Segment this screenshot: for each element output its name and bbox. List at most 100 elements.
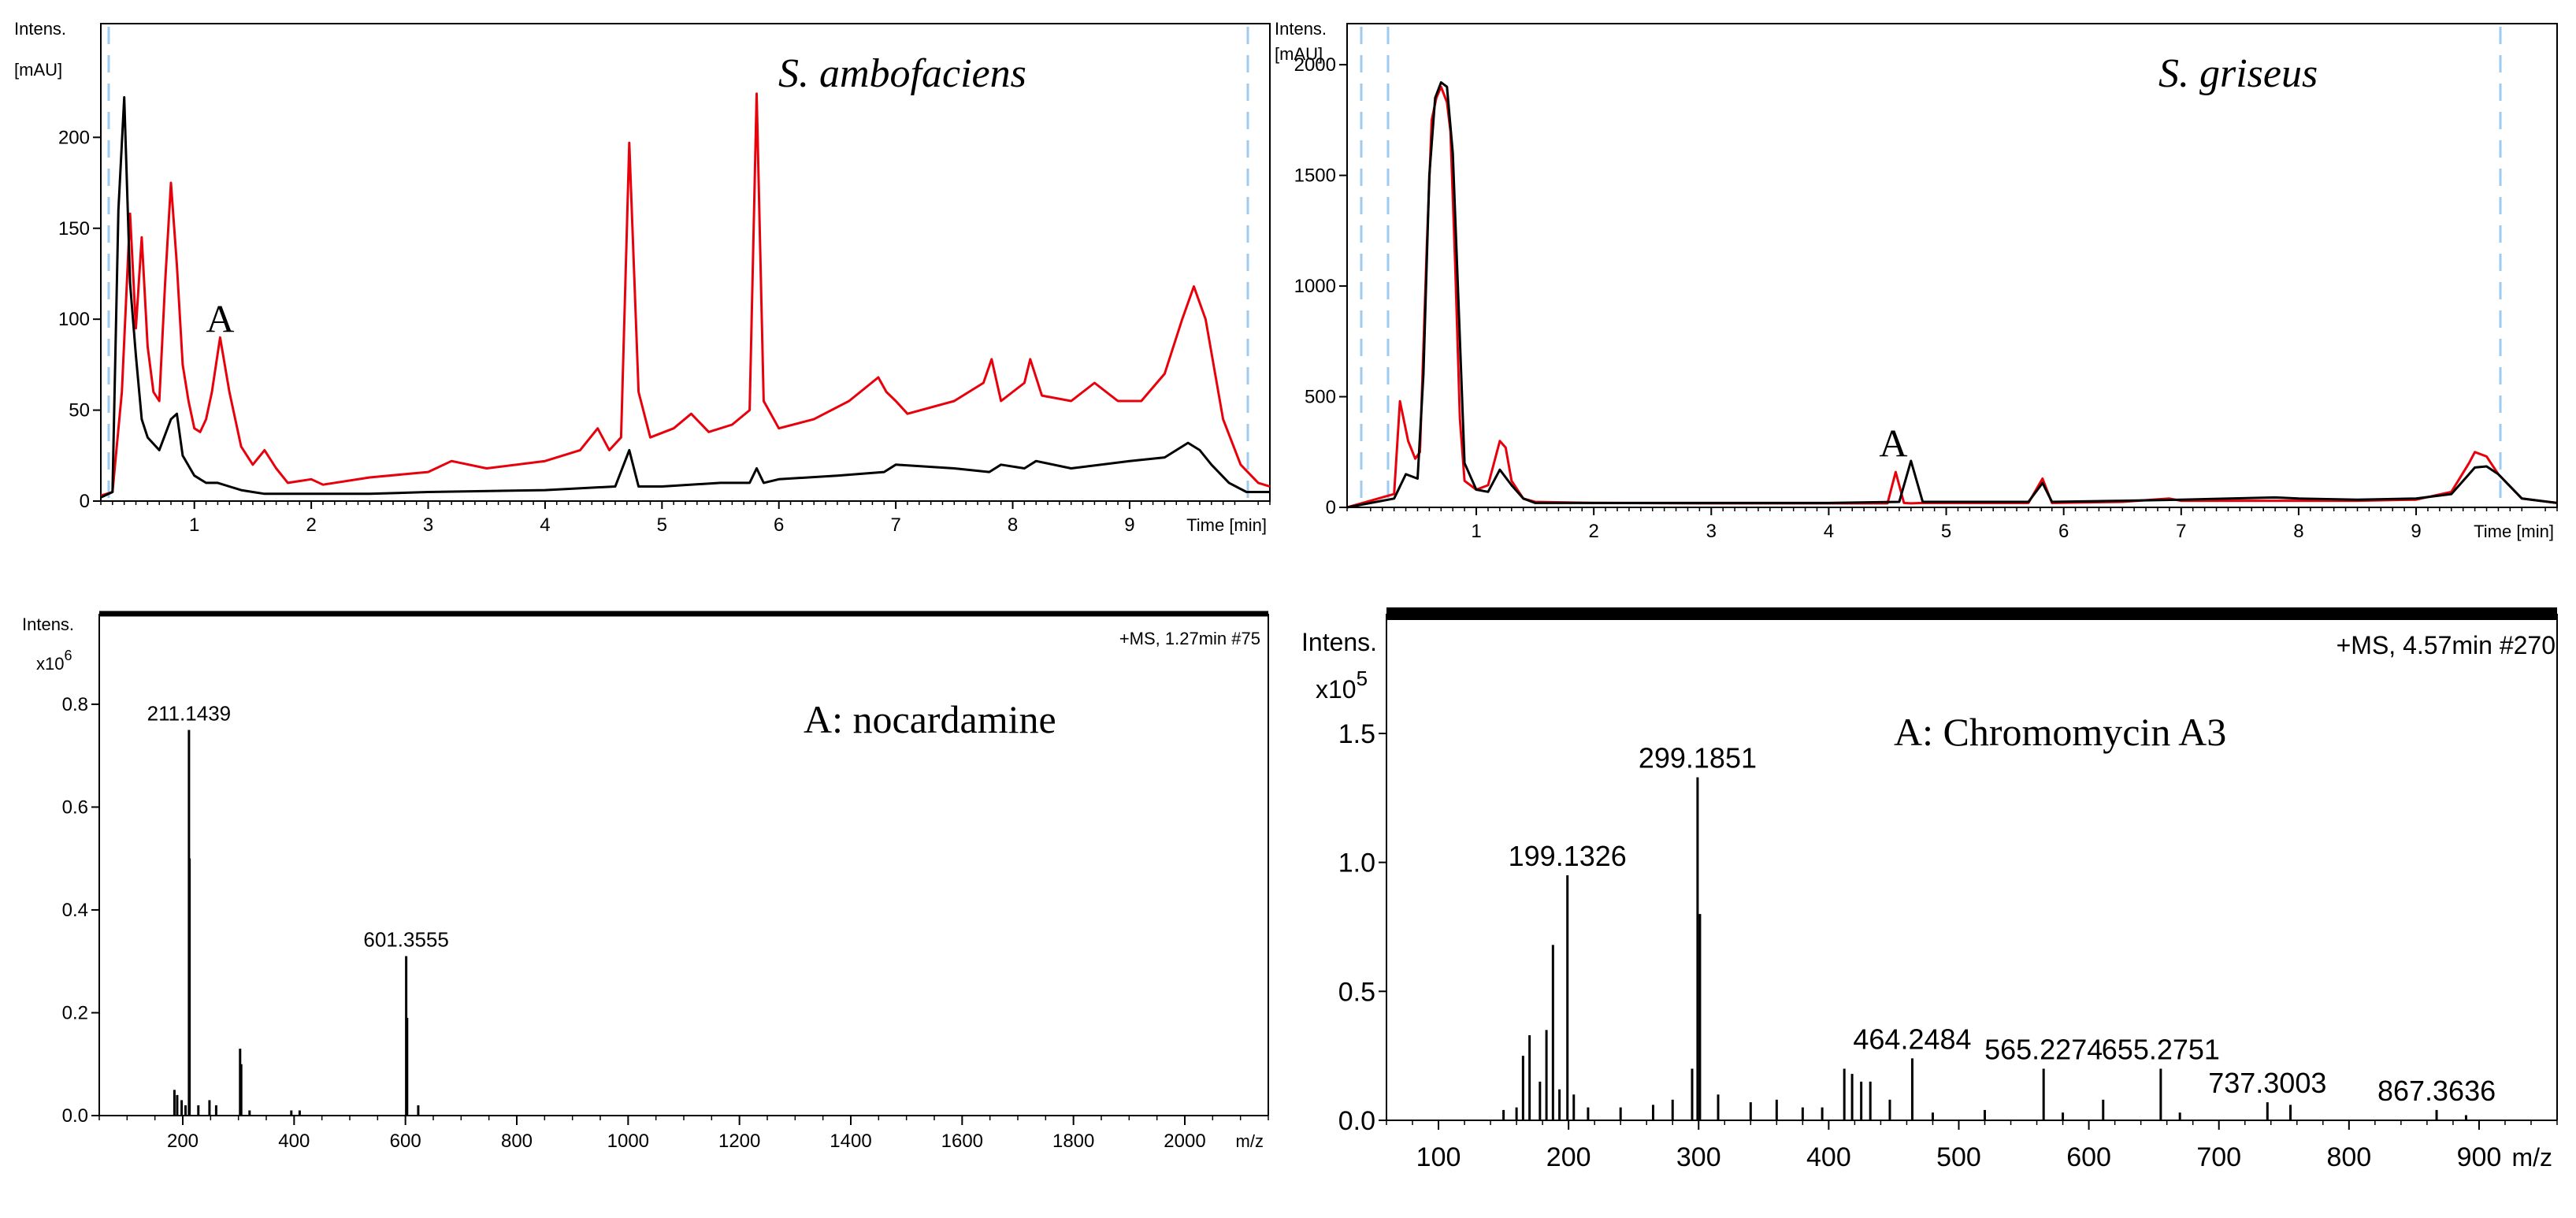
y-tick-label: 1.0 <box>1338 849 1375 878</box>
chromatogram-ambofaciens: Intens. [mAU] 1 2 3 4 5 6 7 8 9 0 50 100 150 200 Time … <box>14 19 1271 536</box>
y-tick-label: 0.5 <box>1338 977 1375 1007</box>
y-tick-label: 1000 <box>1294 276 1336 297</box>
x-tick-label: 400 <box>278 1131 310 1152</box>
x-tick-label: 7 <box>2176 521 2186 542</box>
peak-annotation: A <box>1879 421 1907 465</box>
scan-header: +MS, 1.27min #75 <box>1119 629 1260 648</box>
x-tick-label: 7 <box>890 514 900 536</box>
y-axis-label-line1: Intens. <box>1275 19 1327 39</box>
x-tick-label: 2 <box>1588 521 1598 542</box>
y-tick-label: 2000 <box>1294 54 1336 76</box>
x-tick-label: 900 <box>2457 1142 2502 1172</box>
y-tick-label: 0 <box>80 491 90 512</box>
x-tick-label: 8 <box>2293 521 2303 542</box>
x-tick-label: 2 <box>306 514 316 536</box>
x-tick-label: 4 <box>1824 521 1834 542</box>
chart-title: S. griseus <box>2158 51 2318 96</box>
chart-title: S. ambofaciens <box>778 51 1026 96</box>
x-tick-label: 6 <box>774 514 784 536</box>
peak-label: 464.2484 <box>1853 1023 1971 1055</box>
y-axis-label-line2: [mAU] <box>1275 44 1323 64</box>
x-tick-label: 200 <box>1546 1142 1591 1172</box>
ticks: 1 2 3 4 5 6 7 8 9 0 50 100 150 200 Time [min] <box>58 127 1271 536</box>
peak-label: 299.1851 <box>1639 742 1757 774</box>
y-tick-label: 0.4 <box>62 900 88 921</box>
series-line-black-trace <box>1346 81 2558 509</box>
series-line-red-trace <box>1346 85 2558 509</box>
x-tick-label: 9 <box>1124 514 1134 536</box>
y-tick-label: 150 <box>58 218 90 240</box>
x-tick-label: 1800 <box>1052 1131 1094 1152</box>
series-line-red-trace <box>100 92 1271 497</box>
y-tick-label: 200 <box>58 127 90 148</box>
x-tick-label: 1 <box>1471 521 1481 542</box>
y-tick-label: 0 <box>1326 497 1336 518</box>
peak-label: 211.1439 <box>147 702 232 726</box>
series <box>1346 81 2558 509</box>
y-tick-label: 0.8 <box>62 694 88 715</box>
chart-title: A: nocardamine <box>804 697 1056 741</box>
peak-annotation: A <box>206 296 234 340</box>
y-axis-label-line2: [mAU] <box>14 60 62 80</box>
x-tick-label: 600 <box>2066 1142 2111 1172</box>
x-tick-label: 3 <box>1706 521 1717 542</box>
x-tick-label: 800 <box>2326 1142 2371 1172</box>
scan-header: +MS, 4.57min #270 <box>2337 631 2556 659</box>
x-tick-label: 1600 <box>941 1131 983 1152</box>
mass-spectrum-chromomycin: Intens. x105 +MS, 4.57min #270 100 200 300… <box>1301 607 2558 1172</box>
chromatogram-griseus: Intens. [mAU] 1 2 3 4 5 6 7 8 9 0 500 1000 1500 2000 T… <box>1275 19 2558 542</box>
peak-label: 199.1326 <box>1509 840 1627 872</box>
x-tick-label: 1 <box>189 514 199 536</box>
peak-label: 655.2751 <box>2102 1034 2220 1066</box>
y-tick-label: 0.6 <box>62 797 88 818</box>
x-tick-label: 400 <box>1806 1142 1851 1172</box>
peak-label: 867.3636 <box>2377 1075 2496 1107</box>
peaks: 211.1439 601.3555 <box>147 702 449 1116</box>
y-tick-label: 1.5 <box>1338 719 1375 749</box>
x-tick-label: 800 <box>501 1131 533 1152</box>
peak-label: 565.2274 <box>1984 1034 2103 1066</box>
ticks: 100 200 300 400 500 600 700 800 900 0.0 0.5 1.0 1.5 m… <box>1338 719 2558 1172</box>
x-axis-label: Time [min] <box>1186 515 1267 535</box>
x-axis-label: Time [min] <box>2474 522 2554 541</box>
x-tick-label: 5 <box>657 514 667 536</box>
x-tick-label: 600 <box>390 1131 421 1152</box>
x-tick-label: 500 <box>1936 1142 1981 1172</box>
annotations: A <box>1879 421 1907 465</box>
peak-label: 601.3555 <box>363 928 448 952</box>
peaks: 199.1326 299.1851 464.2484 565.2274655.2751… <box>1502 742 2496 1120</box>
peak-label: 737.3003 <box>2208 1067 2326 1099</box>
x-tick-label: 1000 <box>607 1131 649 1152</box>
x-tick-label: 6 <box>2058 521 2069 542</box>
x-axis-label: m/z <box>1236 1131 1264 1151</box>
y-tick-label: 0.0 <box>62 1105 88 1127</box>
x-axis-label: m/z <box>2511 1143 2552 1172</box>
x-tick-label: 9 <box>2411 521 2421 542</box>
y-axis-label-line1: Intens. <box>14 19 66 39</box>
y-tick-label: 50 <box>69 400 90 421</box>
x-tick-label: 1400 <box>830 1131 871 1152</box>
x-tick-label: 3 <box>423 514 433 536</box>
x-tick-label: 1200 <box>718 1131 760 1152</box>
ticks: 200 400 600 800 1000 1200 1400 1600 1800 2000 0.0 0… <box>62 694 1269 1152</box>
y-tick-label: 0.0 <box>1338 1106 1375 1136</box>
series <box>100 92 1271 499</box>
chart-title: A: Chromomycin A3 <box>1894 710 2226 754</box>
annotations: A <box>206 296 234 340</box>
x-tick-label: 100 <box>1416 1142 1461 1172</box>
x-tick-label: 8 <box>1008 514 1018 536</box>
series-line-black-trace <box>100 96 1270 499</box>
y-tick-label: 500 <box>1305 387 1336 408</box>
y-tick-label: 100 <box>58 309 90 330</box>
x-tick-label: 300 <box>1676 1142 1721 1172</box>
x-tick-label: 5 <box>1941 521 1951 542</box>
y-scale-label: x105 <box>1316 667 1368 704</box>
y-scale-label: x106 <box>36 648 72 674</box>
x-tick-label: 700 <box>2196 1142 2241 1172</box>
y-tick-label: 1500 <box>1294 165 1336 187</box>
x-tick-label: 2000 <box>1164 1131 1205 1152</box>
plot-frame <box>100 23 1271 502</box>
ticks: 1 2 3 4 5 6 7 8 9 0 500 1000 1500 2000 Time [min] <box>1294 54 2558 542</box>
y-tick-label: 0.2 <box>62 1002 88 1023</box>
